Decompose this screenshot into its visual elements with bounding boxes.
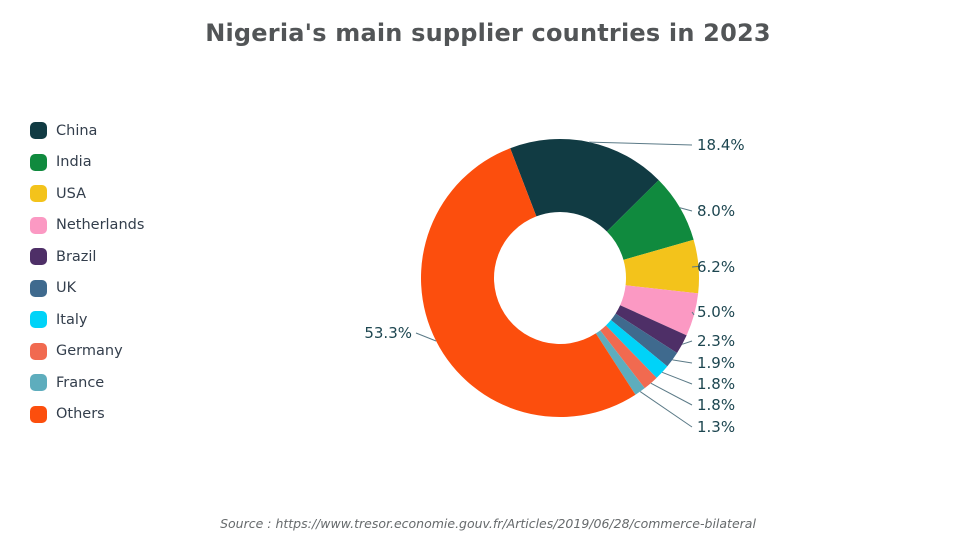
legend-swatch-germany [30, 342, 47, 360]
value-label-italy: 1.8% [697, 375, 735, 393]
pie-slice-france [595, 330, 645, 395]
pie-slice-india [606, 180, 694, 260]
pie-slice-uk [610, 313, 678, 367]
pie-slice-netherlands [620, 285, 699, 336]
legend-item-label: UK [56, 280, 77, 296]
value-label-india: 8.0% [697, 202, 735, 220]
legend-swatch-uk [30, 279, 47, 297]
leader-line-germany [650, 382, 693, 406]
legend-item-label: France [56, 374, 105, 391]
legend-item-india: India [30, 153, 144, 171]
value-label-netherlands: 5.0% [697, 303, 735, 321]
legend-swatch-usa [30, 185, 47, 202]
pie-slice-germany [600, 325, 657, 389]
leader-line-others [415, 332, 437, 342]
legend-swatch-netherlands [30, 216, 47, 234]
leader-line-usa [691, 265, 699, 268]
legend: China India USA Netherlands Brazil UK Italy Ger… [30, 122, 144, 437]
legend-swatch-italy [30, 311, 47, 328]
chart-title: Nigeria's main supplier countries in 202… [205, 19, 771, 47]
legend-item-others: Others [30, 405, 144, 423]
legend-item-brazil: Brazil [30, 248, 144, 265]
legend-item-label: Italy [56, 311, 88, 328]
leader-line-netherlands [691, 311, 695, 316]
value-label-usa: 6.2% [697, 258, 735, 276]
value-label-china: 18.4% [697, 136, 745, 154]
legend-swatch-france [30, 374, 47, 391]
legend-item-uk: UK [30, 279, 144, 297]
source-note: Source : https://www.tresor.economie.gou… [220, 516, 756, 531]
pie-slice-others [421, 148, 636, 417]
leader-line-china [589, 141, 693, 146]
value-label-others: 53.3% [364, 324, 412, 342]
value-label-france: 1.3% [697, 418, 735, 436]
pie-slice-brazil [615, 305, 687, 353]
pie-slice-italy [605, 319, 668, 378]
leader-line-italy [661, 371, 693, 385]
leader-line-brazil [681, 340, 693, 345]
legend-swatch-china [30, 122, 47, 139]
legend-item-france: France [30, 374, 144, 391]
legend-item-label: USA [56, 185, 87, 202]
legend-item-germany: Germany [30, 342, 144, 360]
legend-item-label: Others [56, 406, 105, 422]
leader-line-india [679, 207, 693, 212]
leader-line-france [639, 391, 693, 428]
legend-item-usa: USA [30, 185, 144, 202]
pie-slice-usa [623, 239, 700, 294]
value-label-brazil: 2.3% [697, 332, 735, 350]
legend-swatch-brazil [30, 248, 47, 265]
legend-item-netherlands: Netherlands [30, 216, 145, 234]
legend-item-label: Netherlands [56, 217, 145, 233]
pie-slice-china [510, 139, 659, 232]
legend-item-label: Brazil [56, 248, 97, 265]
value-label-uk: 1.9% [697, 354, 735, 372]
legend-item-label: Germany [56, 343, 123, 359]
legend-swatch-india [30, 153, 47, 171]
legend-item-label: China [56, 122, 98, 139]
legend-swatch-others [30, 405, 47, 423]
legend-item-china: China [30, 122, 144, 139]
legend-item-label: India [56, 154, 92, 170]
leader-line-uk [672, 359, 693, 364]
value-label-germany: 1.8% [697, 396, 735, 414]
legend-item-italy: Italy [30, 311, 144, 328]
